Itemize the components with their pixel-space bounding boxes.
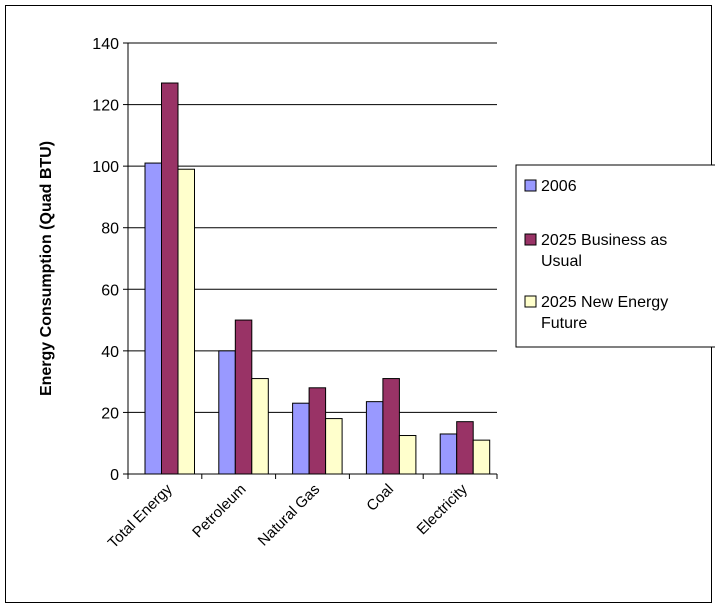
bars <box>144 82 491 475</box>
y-tick-labels: 0 20 40 60 80 100 120 140 <box>92 36 119 484</box>
axes <box>123 42 498 479</box>
y-tick-label: 20 <box>101 405 119 422</box>
bar <box>439 433 458 475</box>
bar <box>382 378 400 475</box>
y-tick-label: 140 <box>92 36 119 53</box>
y-tick-label: 100 <box>92 159 119 176</box>
legend: 2006 2025 Business as Usual 2025 New Energy… <box>515 164 715 348</box>
y-tick-label: 0 <box>110 467 119 484</box>
bar <box>456 421 474 475</box>
y-tick-label: 120 <box>92 98 119 115</box>
bar <box>292 402 310 475</box>
legend-label: Future <box>541 315 587 332</box>
legend-box <box>515 164 715 348</box>
legend-label: 2025 New Energy <box>541 294 668 311</box>
bar <box>234 319 253 475</box>
bar <box>177 168 195 475</box>
bar <box>144 162 162 475</box>
legend-swatch <box>524 295 537 308</box>
bar <box>161 82 179 475</box>
legend-label: Usual <box>541 253 582 270</box>
x-category-labels: Total Energy Petroleum Natural Gas Coal Elec… <box>105 480 472 551</box>
legend-swatch <box>524 233 537 246</box>
bar <box>251 378 269 475</box>
bar <box>218 350 236 475</box>
bar <box>365 401 384 475</box>
x-category-label: Natural Gas <box>255 481 324 550</box>
bar <box>472 439 491 475</box>
x-category-label: Coal <box>363 481 397 515</box>
x-category-label: Petroleum <box>189 481 249 541</box>
x-category-label: Total Energy <box>105 480 176 551</box>
legend-swatch <box>524 179 537 192</box>
y-axis-label: Energy Consumption (Quad BTU) <box>38 141 55 396</box>
bar <box>308 387 327 475</box>
bar <box>325 418 343 475</box>
legend-label: 2025 Business as <box>541 232 667 249</box>
y-tick-label: 80 <box>101 221 119 238</box>
y-tick-label: 60 <box>101 282 119 299</box>
bar <box>398 435 417 475</box>
legend-label: 2006 <box>541 178 577 195</box>
y-tick-label: 40 <box>101 344 119 361</box>
x-category-label: Electricity <box>414 480 472 538</box>
